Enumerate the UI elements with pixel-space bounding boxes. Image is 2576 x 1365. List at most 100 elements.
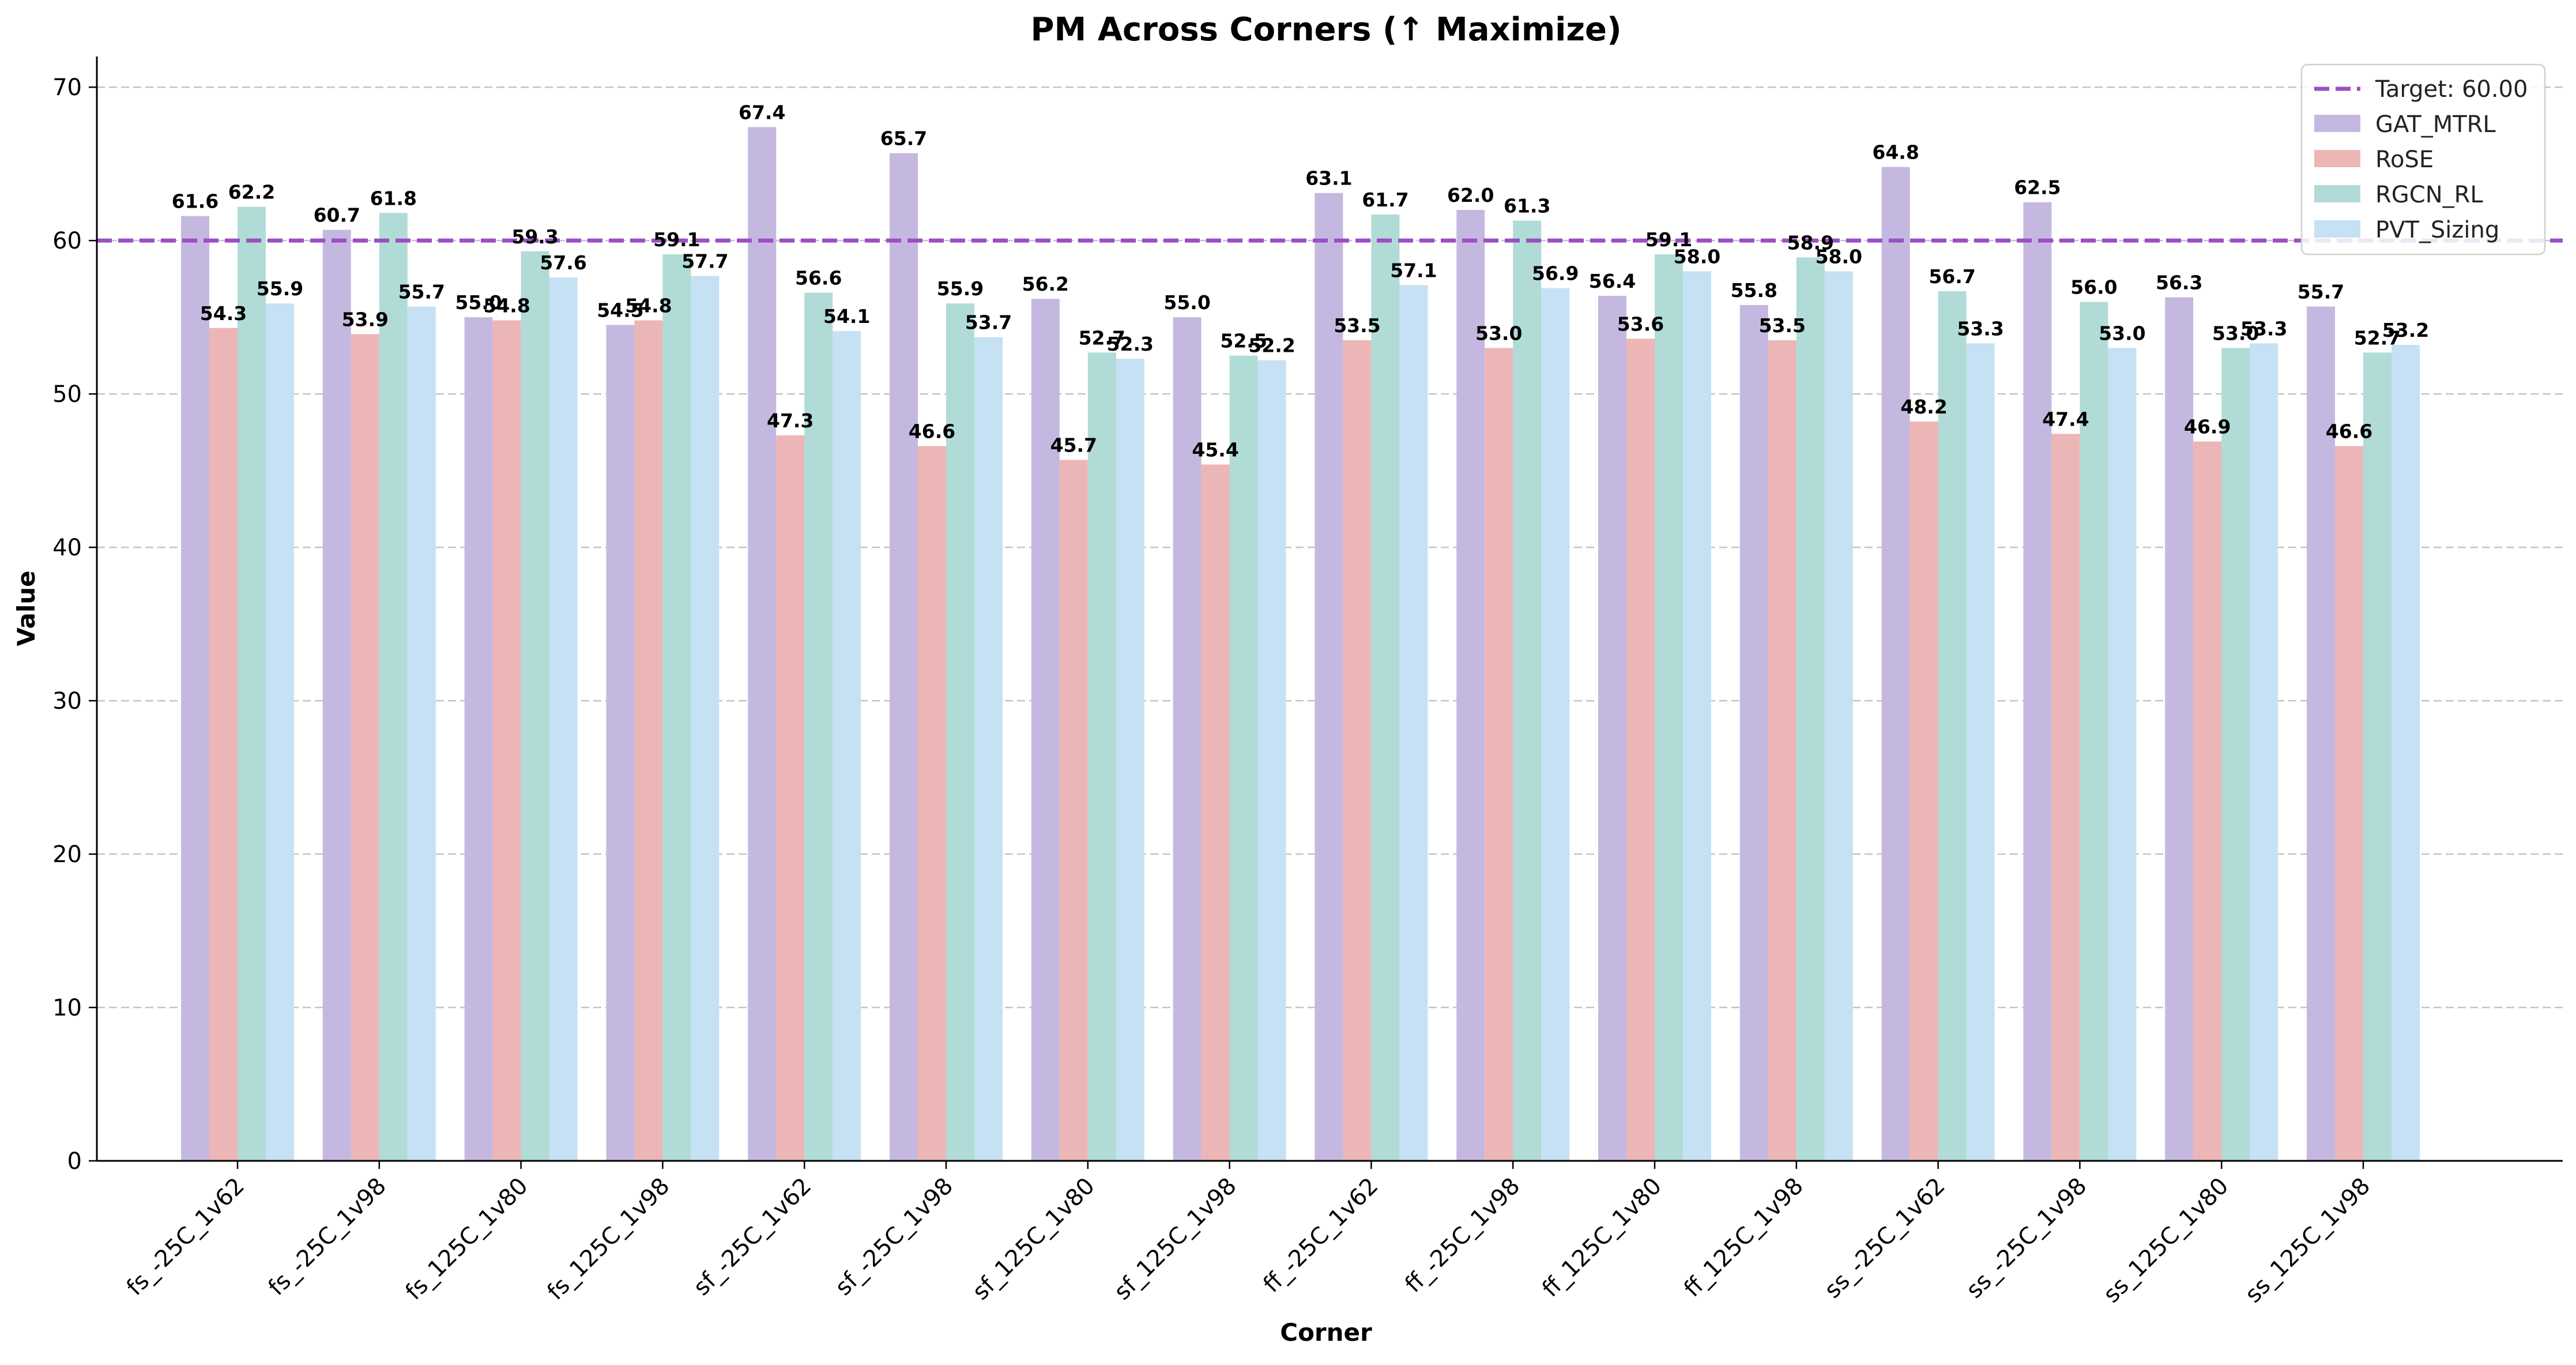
bar — [1598, 295, 1626, 1161]
bar — [2165, 297, 2194, 1161]
x-tick-label: sf_125C_1v80 — [967, 1173, 1100, 1306]
x-tick-label: fs_125C_1v98 — [543, 1173, 675, 1306]
bar-value-label: 56.4 — [1589, 270, 1636, 292]
bar — [776, 435, 805, 1161]
bar-value-label: 60.7 — [314, 204, 360, 227]
bar-value-label: 53.5 — [1759, 314, 1806, 337]
bar — [1881, 167, 1910, 1161]
bar-value-label: 53.0 — [1475, 322, 1522, 344]
x-tick-label: ff_125C_1v80 — [1537, 1173, 1667, 1303]
x-tick-label: sf_-25C_1v98 — [830, 1173, 958, 1301]
bar-value-label: 56.2 — [1022, 273, 1069, 295]
x-tick-label: ff_125C_1v98 — [1679, 1173, 1809, 1303]
bar — [1485, 348, 1513, 1161]
bar — [1257, 360, 1286, 1161]
bar — [181, 216, 209, 1161]
bar-value-label: 62.5 — [2014, 176, 2061, 199]
legend-label: RoSE — [2375, 146, 2434, 173]
bar — [1343, 340, 1372, 1161]
x-tick-label: sf_125C_1v98 — [1109, 1173, 1242, 1306]
bar — [351, 334, 379, 1161]
y-tick-label: 40 — [52, 535, 82, 561]
bar — [1655, 254, 1683, 1161]
bar-value-label: 46.9 — [2184, 416, 2231, 438]
y-tick-label: 70 — [52, 74, 82, 101]
bar-value-label: 59.1 — [653, 228, 700, 251]
bar-value-label: 67.4 — [739, 101, 785, 123]
legend: Target: 60.00 GAT_MTRL RoSE RGCN_RL PVT_Sizi… — [2300, 63, 2546, 255]
bar-value-label: 48.2 — [1900, 396, 1947, 418]
legend-label: PVT_Sizing — [2375, 217, 2499, 243]
bar-value-label: 57.6 — [540, 251, 586, 274]
bar — [691, 276, 720, 1161]
bar-value-label: 56.9 — [1532, 262, 1579, 285]
bar — [2307, 306, 2335, 1161]
bar-value-label: 61.6 — [172, 190, 219, 213]
bar-value-label: 55.7 — [398, 281, 445, 303]
y-axis-label: Value — [12, 570, 40, 646]
bar-value-label: 47.4 — [2042, 408, 2089, 430]
bar — [974, 337, 1003, 1161]
bar-value-label: 46.6 — [2326, 420, 2372, 443]
bar-value-label: 58.0 — [1816, 245, 1862, 268]
bar — [2363, 352, 2392, 1161]
bar-value-label: 52.7 — [1079, 326, 1125, 349]
bar-value-label: 54.8 — [483, 294, 530, 317]
x-tick-label: ff_-25C_1v98 — [1400, 1173, 1525, 1298]
y-tick-label: 20 — [52, 841, 82, 868]
bar-value-label: 53.3 — [2240, 317, 2287, 340]
bar-value-label: 59.1 — [1645, 228, 1692, 251]
bar-value-label: 55.8 — [1731, 279, 1777, 302]
bar-value-label: 54.5 — [597, 299, 643, 321]
bar-value-label: 63.1 — [1305, 167, 1352, 190]
bar — [1371, 214, 1400, 1161]
bar — [1315, 193, 1343, 1161]
chart-title: PM Across Corners (↑ Maximize) — [1030, 11, 1621, 48]
legend-box — [2300, 63, 2546, 255]
bar — [1173, 317, 1202, 1161]
bar — [662, 254, 691, 1161]
bar — [2193, 441, 2222, 1161]
legend-label: GAT_MTRL — [2375, 111, 2496, 138]
bar — [1229, 355, 1258, 1161]
y-tick-label: 60 — [52, 228, 82, 254]
bar — [1456, 209, 1485, 1161]
bar — [407, 306, 436, 1161]
legend-swatch — [2314, 220, 2360, 238]
y-tick-label: 0 — [67, 1148, 82, 1175]
bar-value-label: 53.6 — [1617, 313, 1664, 335]
bar-value-label: 52.7 — [2354, 326, 2401, 349]
bar-value-label: 62.2 — [228, 181, 275, 204]
bar — [2221, 348, 2250, 1161]
bar — [492, 320, 521, 1161]
bar-value-label: 62.0 — [1447, 184, 1494, 206]
bar — [2080, 302, 2108, 1161]
bar-value-label: 54.8 — [625, 294, 672, 317]
x-tick-label: ff_-25C_1v62 — [1258, 1173, 1383, 1298]
bar — [1399, 285, 1428, 1161]
bar — [1683, 271, 1711, 1161]
bar-value-label: 58.9 — [1787, 231, 1834, 254]
bar-value-label: 55.9 — [937, 277, 984, 300]
bar — [1910, 422, 1938, 1161]
bar-value-label: 53.9 — [342, 308, 389, 330]
bar — [1966, 343, 1995, 1161]
bar — [1626, 339, 1655, 1161]
bar-value-label: 55.0 — [455, 291, 502, 314]
bar-value-label: 61.7 — [1362, 189, 1408, 211]
bar — [2051, 434, 2080, 1161]
bars — [181, 127, 2420, 1161]
bar — [549, 277, 578, 1161]
bar-value-label: 59.3 — [511, 225, 558, 248]
bar-value-label: 58.0 — [1674, 245, 1720, 268]
bar-value-label: 55.7 — [2298, 281, 2344, 303]
bar — [918, 446, 946, 1161]
y-tick-label: 10 — [52, 995, 82, 1021]
bar — [1087, 352, 1116, 1161]
bar — [1059, 460, 1088, 1161]
bar — [2335, 446, 2363, 1161]
x-tick-label: fs_125C_1v80 — [401, 1173, 533, 1306]
bar — [1513, 220, 1542, 1161]
bar — [1201, 464, 1230, 1161]
